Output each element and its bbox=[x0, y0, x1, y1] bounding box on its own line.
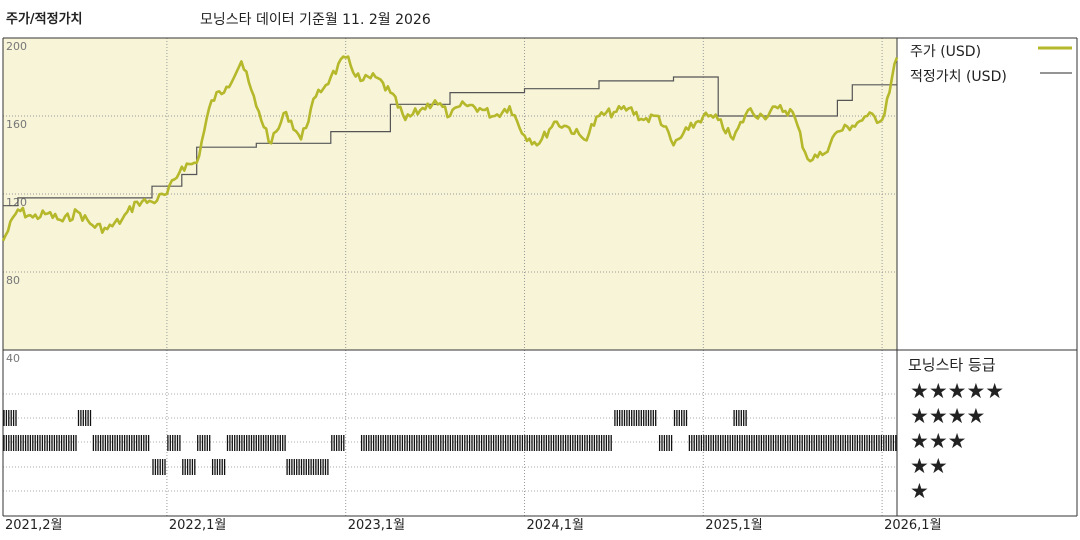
rating-row-2-stars: ★★ bbox=[910, 455, 948, 477]
rating-span-3-stars bbox=[4, 435, 76, 451]
rating-row-5-stars: ★★★★★ bbox=[910, 380, 1004, 402]
x-tick-label: 2022,1월 bbox=[169, 518, 226, 533]
x-tick-label: 2024,1월 bbox=[527, 518, 584, 533]
rating-span-2-stars bbox=[183, 459, 195, 475]
rating-row-4-stars: ★★★★ bbox=[910, 405, 985, 427]
rating-span-3-stars bbox=[168, 435, 180, 451]
rating-span-3-stars bbox=[228, 435, 286, 451]
rating-span-4-stars bbox=[734, 410, 746, 426]
y-tick-label: 160 bbox=[6, 118, 27, 131]
rating-span-3-stars bbox=[362, 435, 612, 451]
rating-span-3-stars bbox=[332, 435, 344, 451]
x-tick-label: 2025,1월 bbox=[705, 518, 762, 533]
y-tick-label: 40 bbox=[6, 352, 20, 365]
rating-row-1-star: ★ bbox=[910, 480, 929, 502]
rating-span-2-stars bbox=[213, 459, 225, 475]
rating-span-3-stars bbox=[689, 435, 895, 451]
rating-span-3-stars bbox=[93, 435, 148, 451]
x-tick-label: 2021,2월 bbox=[5, 518, 62, 533]
x-tick-label: 2026,1월 bbox=[884, 518, 941, 533]
y-tick-label: 200 bbox=[6, 40, 27, 53]
rating-row-3-stars: ★★★ bbox=[910, 430, 966, 452]
legend-fair-label: 적정가치 (USD) bbox=[910, 66, 1007, 86]
rating-span-3-stars bbox=[198, 435, 210, 451]
y-tick-label: 80 bbox=[6, 274, 20, 287]
rating-span-4-stars bbox=[675, 410, 687, 426]
x-tick-label: 2023,1월 bbox=[348, 518, 405, 533]
rating-span-3-stars bbox=[660, 435, 672, 451]
rating-panel-title: 모닝스타 등급 bbox=[908, 354, 996, 375]
legend-price-label: 주가 (USD) bbox=[910, 41, 981, 61]
